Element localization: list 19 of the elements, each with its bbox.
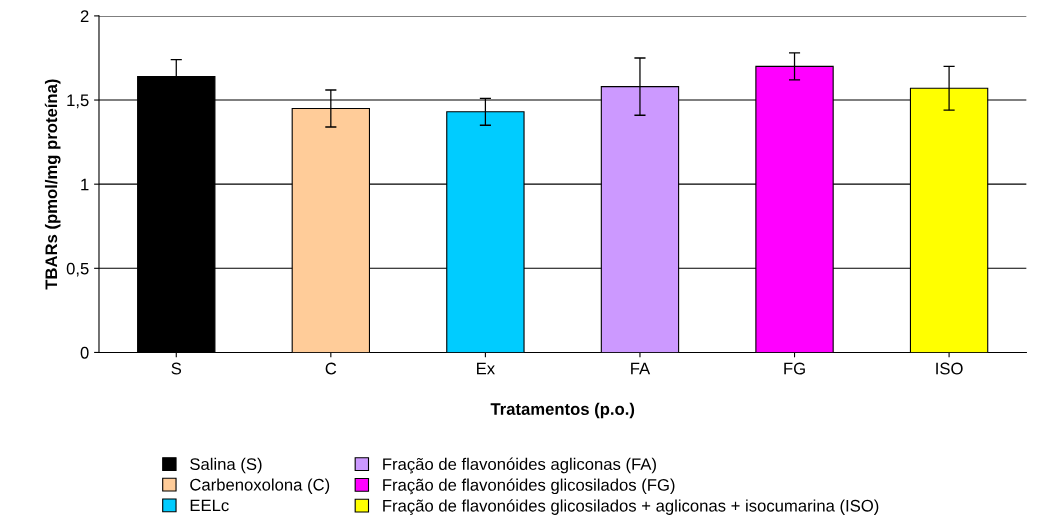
- x-tick-label: C: [325, 362, 337, 375]
- x-tick-label: S: [171, 362, 182, 375]
- legend-label: Fração de flavonóides glicosilados (FG): [383, 478, 675, 495]
- y-tick-label: 0,5: [66, 262, 89, 277]
- y-tick-label: 1,5: [67, 94, 89, 109]
- y-axis-title: TBARs (pmol/mg proteína): [44, 79, 61, 290]
- x-axis-title: Tratamentos (p.o.): [490, 402, 635, 419]
- x-tick-label: FG: [784, 362, 805, 375]
- x-tick-label: ISO: [936, 362, 963, 375]
- legend-label: Carbenoxolona (C): [190, 478, 330, 494]
- y-tick-label: 1: [81, 178, 89, 191]
- legend-label: Fração de flavonóides glicosilados + agliconas + isocumarina (ISO): [383, 499, 879, 515]
- y-tick-label: 0: [80, 346, 89, 359]
- legend-label: EELc: [190, 499, 229, 512]
- legend-label: Salina (S): [190, 457, 262, 474]
- legend-label: Fração de flavonóides agliconas (FA): [383, 457, 656, 474]
- x-tick-label: Ex: [477, 362, 495, 375]
- y-tick-label: 2: [80, 10, 89, 22]
- x-tick-label: FA: [631, 362, 651, 375]
